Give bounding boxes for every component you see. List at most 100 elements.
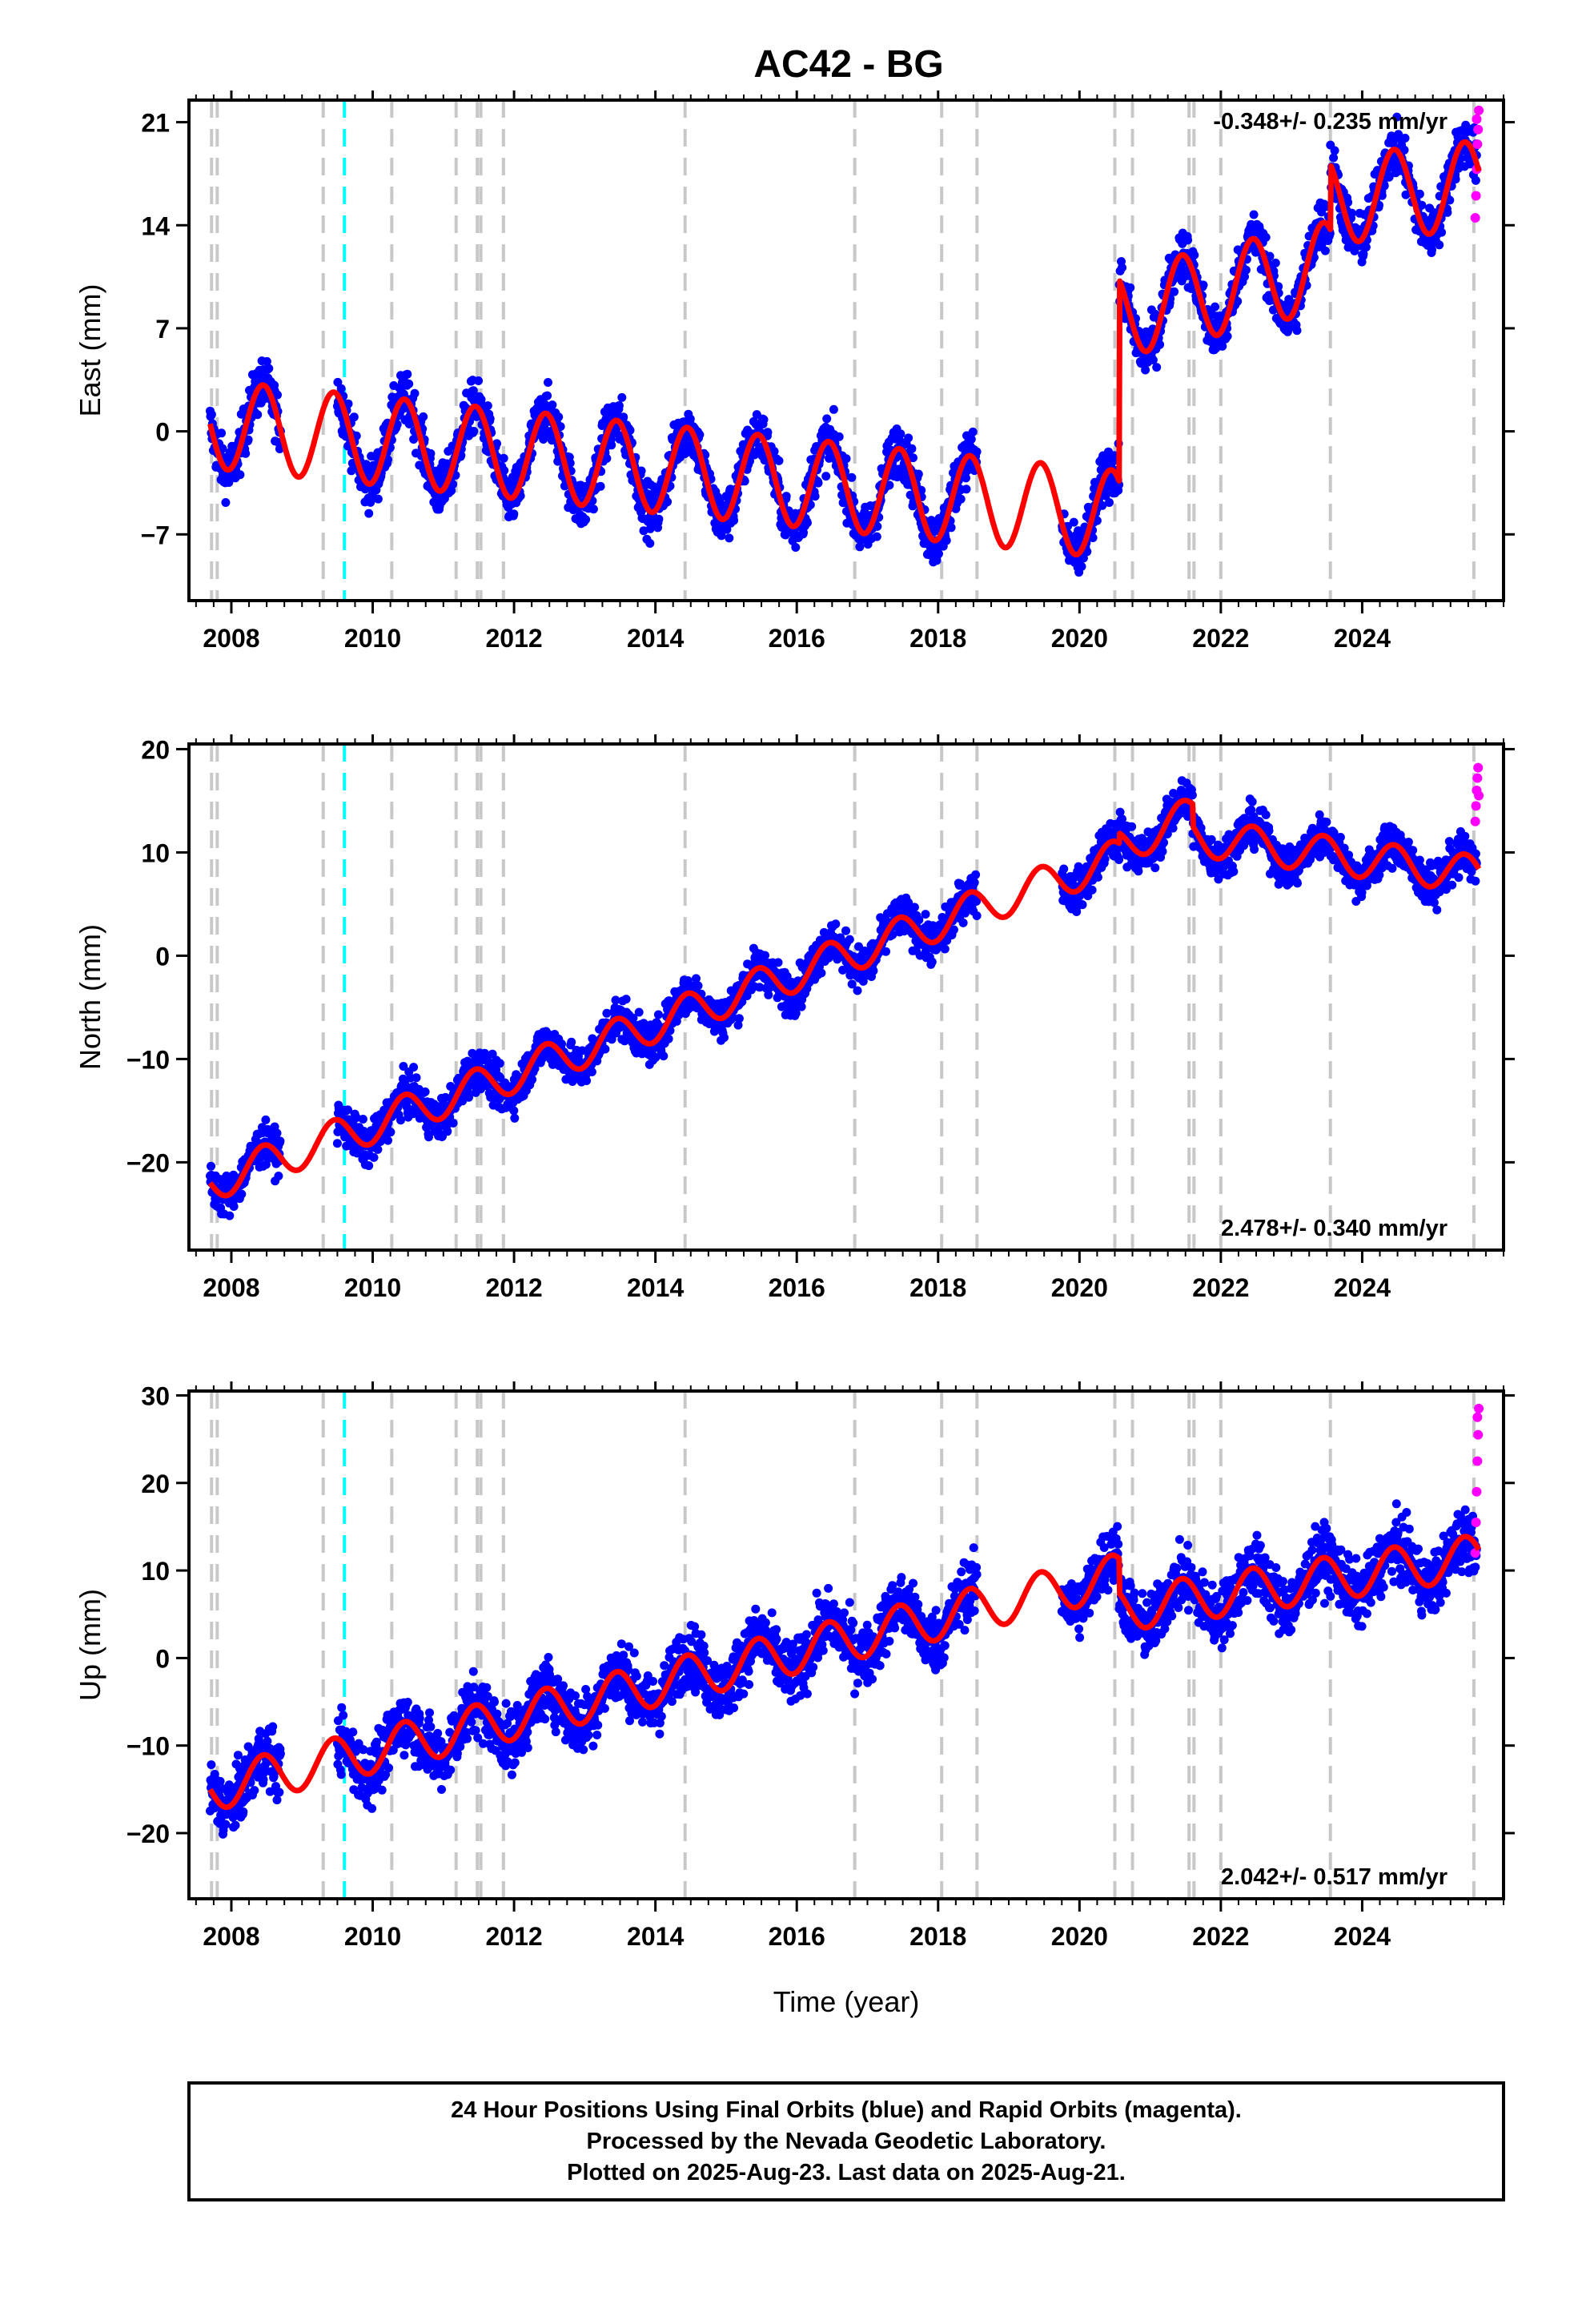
data-point (1359, 249, 1368, 259)
data-point (664, 1034, 673, 1043)
y-tick-label: −7 (141, 521, 170, 549)
data-point (722, 525, 732, 534)
data-point (499, 453, 508, 463)
data-point (1098, 501, 1107, 510)
data-point (958, 918, 968, 927)
data-point (810, 492, 820, 501)
data-point (1384, 172, 1394, 182)
data-point (358, 1115, 367, 1124)
data-point (261, 1115, 271, 1124)
data-point (485, 414, 495, 424)
x-tick-label: 2008 (203, 624, 259, 653)
data-point (841, 454, 851, 464)
data-point (349, 412, 359, 422)
data-point (769, 447, 779, 456)
data-point (403, 369, 412, 379)
data-point (1069, 517, 1078, 527)
data-point (695, 430, 705, 440)
data-point (1155, 340, 1165, 349)
data-point (1101, 491, 1110, 501)
data-point (1392, 112, 1402, 122)
data-point (373, 494, 383, 504)
data-point (636, 466, 646, 476)
data-point (509, 509, 519, 519)
data-point (243, 435, 253, 444)
data-point (946, 523, 956, 533)
data-point (468, 386, 478, 396)
data-point (1443, 207, 1452, 217)
data-point (1240, 272, 1249, 281)
data-point (873, 521, 882, 531)
data-point (962, 473, 970, 483)
y-tick-label: 14 (141, 211, 170, 240)
rapid-orbit-points (1470, 105, 1484, 223)
data-point (927, 957, 937, 967)
data-point (412, 1073, 421, 1083)
data-point (262, 356, 271, 366)
data-point (1274, 282, 1283, 292)
data-point (544, 378, 552, 387)
x-tick-label: 2014 (627, 624, 684, 653)
data-point (543, 391, 552, 400)
data-point (588, 505, 598, 514)
data-point (361, 460, 371, 469)
data-point (734, 1014, 744, 1023)
model-fit-line (207, 139, 1482, 558)
x-tick-label: 2010 (344, 624, 401, 653)
data-point (791, 543, 801, 552)
data-point (855, 542, 865, 552)
data-point (685, 414, 695, 424)
data-point (1265, 251, 1275, 261)
rapid-point (1471, 191, 1481, 201)
data-point (1152, 363, 1162, 372)
data-point (596, 481, 605, 491)
data-point (1437, 227, 1447, 237)
y-tick-label: 0 (155, 418, 170, 447)
data-point (510, 1113, 520, 1123)
data-point (364, 1161, 374, 1171)
data-point (663, 497, 673, 507)
data-point (693, 981, 703, 991)
plot-area-east (206, 100, 1484, 601)
data-point (634, 1007, 644, 1017)
x-tick-label: 2016 (769, 624, 825, 653)
data-point (966, 435, 976, 444)
data-point (872, 532, 881, 541)
data-point (1292, 326, 1302, 336)
data-point (763, 428, 773, 437)
data-point (582, 1076, 592, 1085)
y-tick-label: 7 (155, 315, 170, 344)
data-point (235, 470, 245, 480)
data-point (426, 448, 436, 458)
data-point (962, 485, 971, 494)
data-point (729, 516, 739, 525)
velocity-rate-label: -0.348+/- 0.235 mm/yr (1213, 109, 1447, 135)
data-point (896, 429, 905, 439)
data-point (1141, 365, 1150, 375)
data-point (264, 364, 274, 373)
data-point (1077, 561, 1086, 571)
data-point (217, 428, 227, 438)
data-point (607, 440, 616, 450)
data-point (409, 1063, 419, 1072)
data-point (567, 1037, 576, 1047)
data-point (420, 1087, 430, 1096)
data-point (275, 1136, 285, 1146)
panel-east: 2008 2010 2012 2014 2016 2018 2020 2022 2024−707… (74, 90, 1515, 653)
data-point (845, 935, 854, 944)
data-point (1427, 245, 1436, 255)
data-point (383, 455, 392, 464)
data-point (621, 995, 631, 1004)
data-point (410, 388, 420, 398)
data-point (218, 444, 227, 453)
data-point (1445, 195, 1455, 205)
data-point (968, 427, 978, 436)
data-point (556, 422, 565, 432)
data-point (509, 1106, 519, 1116)
data-point (392, 420, 402, 429)
data-point (221, 498, 231, 507)
data-point (1379, 181, 1389, 191)
data-point (373, 1144, 383, 1154)
data-point (1320, 246, 1330, 255)
